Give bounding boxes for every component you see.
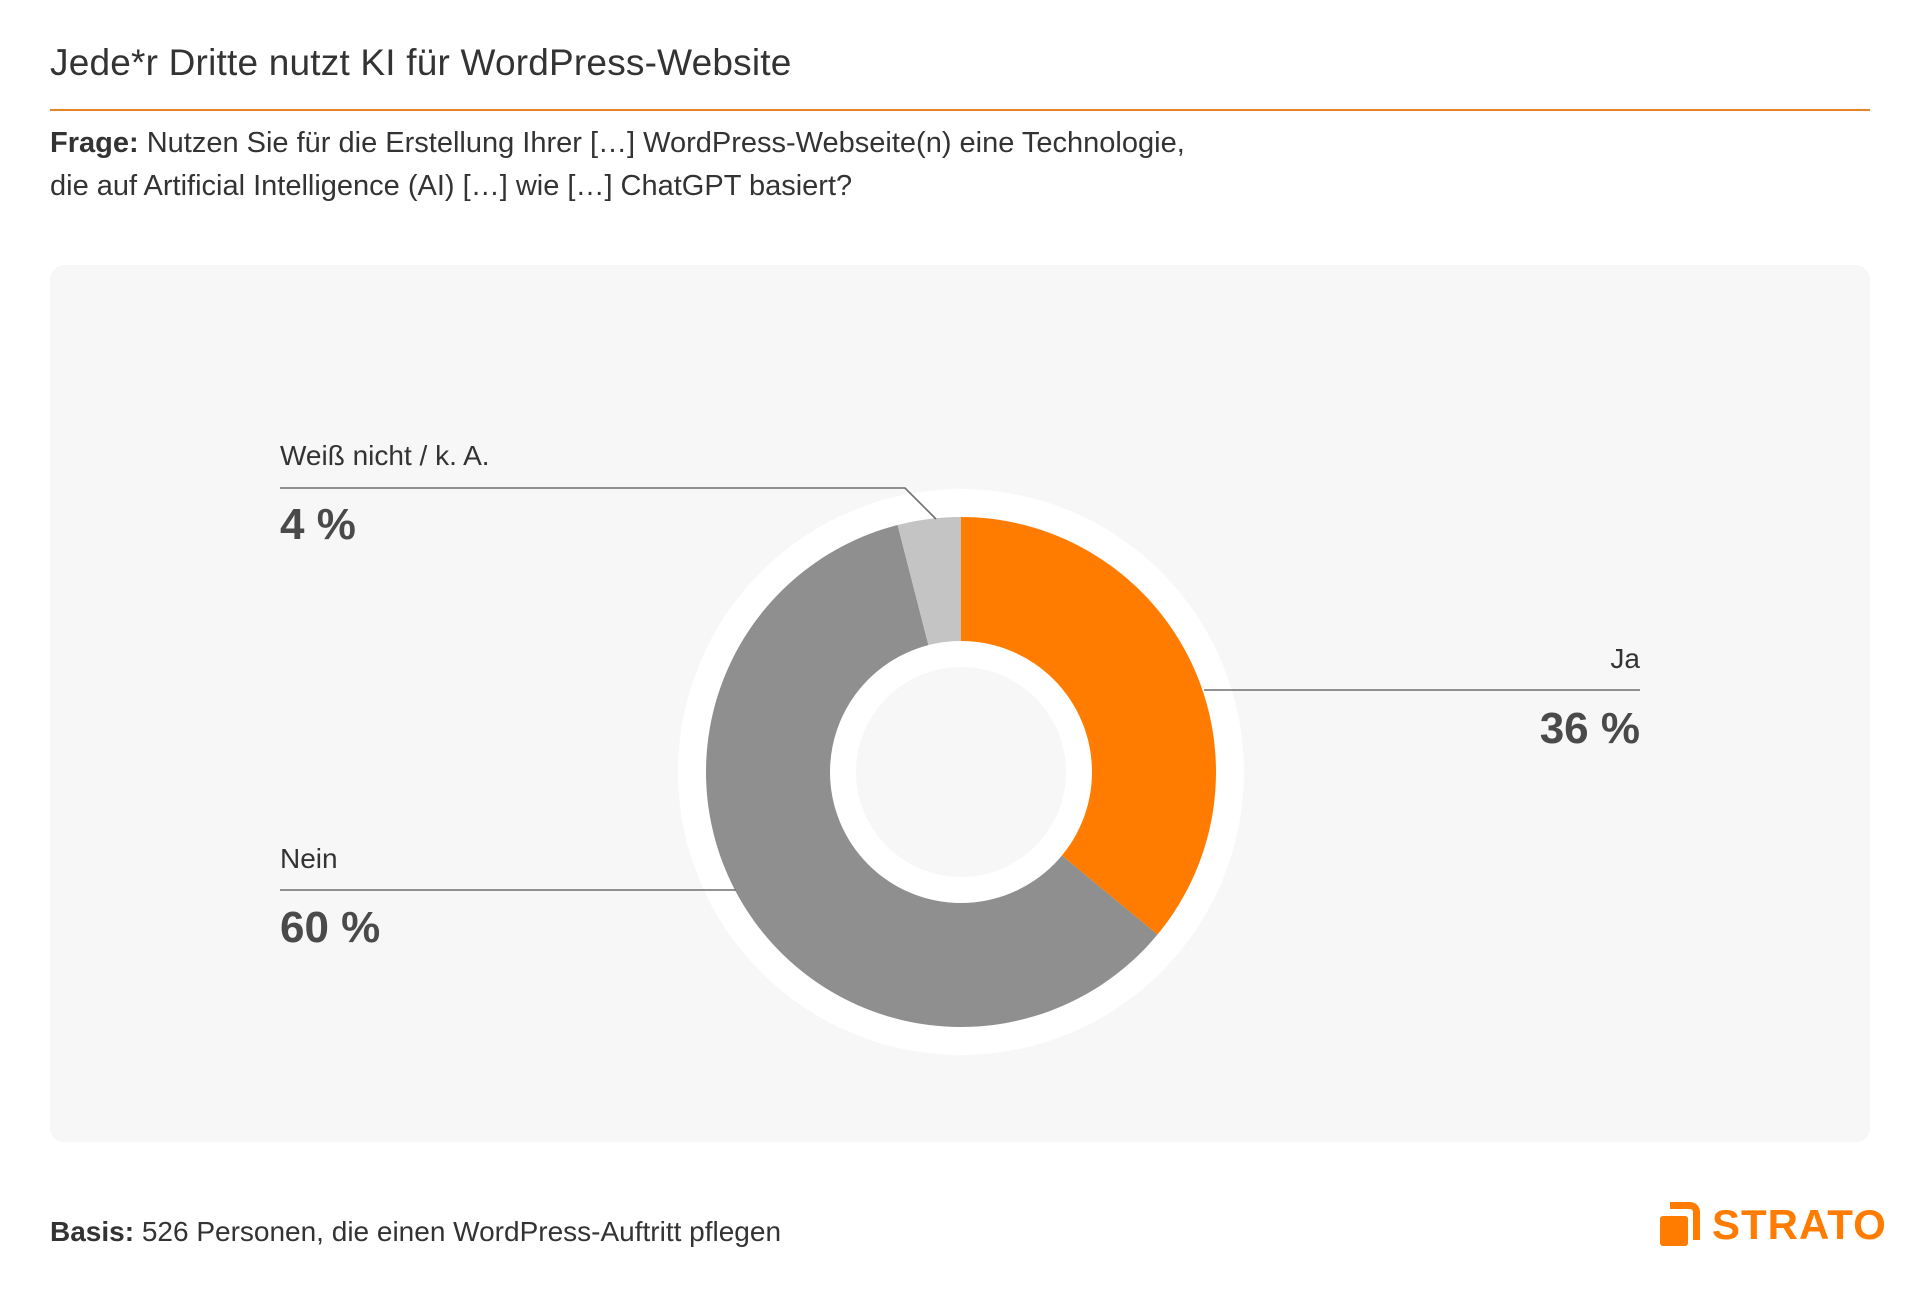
value-ja: 36 % (1539, 704, 1640, 753)
donut-slice-ja (961, 517, 1216, 935)
label-weiss-nicht: Weiß nicht / k. A. (280, 440, 490, 471)
value-nein: 60 % (280, 903, 381, 952)
strato-logo: STRATO (1660, 1198, 1887, 1252)
question-line-1-text: Nutzen Sie für die Erstellung Ihrer […] … (138, 127, 1185, 159)
value-weiss-nicht: 4 % (280, 500, 356, 549)
label-ja: Ja (1610, 643, 1640, 674)
basis-label: Basis: (50, 1216, 135, 1247)
question-line-1: Frage: Nutzen Sie für die Erstellung Ihr… (50, 122, 1450, 165)
question-label: Frage: (50, 127, 139, 159)
label-nein: Nein (280, 843, 338, 874)
leader-line-weiss-nicht (280, 487, 937, 520)
strato-logo-icon (1660, 1202, 1704, 1248)
question-text: Frage: Nutzen Sie für die Erstellung Ihr… (50, 122, 1450, 208)
strato-logo-text: STRATO (1712, 1201, 1887, 1248)
donut-hole-center (856, 667, 1066, 877)
title-divider (50, 109, 1870, 111)
footer-basis: Basis: 526 Personen, die einen WordPress… (50, 1216, 781, 1248)
question-line-2: die auf Artificial Intelligence (AI) […]… (50, 170, 853, 202)
chart-title: Jede*r Dritte nutzt KI für WordPress-Web… (50, 42, 792, 83)
basis-text: 526 Personen, die einen WordPress-Auftri… (134, 1216, 782, 1247)
